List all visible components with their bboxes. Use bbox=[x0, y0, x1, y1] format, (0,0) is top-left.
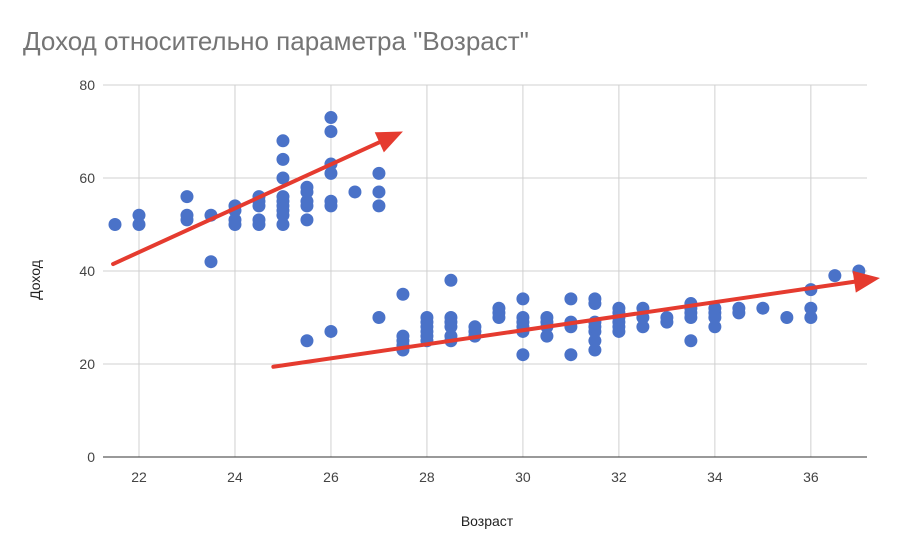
data-point bbox=[324, 125, 338, 138]
data-point bbox=[276, 190, 290, 204]
x-tick-label: 34 bbox=[707, 469, 723, 485]
data-point bbox=[780, 311, 794, 324]
data-point bbox=[324, 166, 338, 180]
x-tick-labels: 22 24 26 28 30 32 34 36 bbox=[131, 469, 819, 485]
data-point bbox=[564, 348, 578, 362]
x-tick-label: 26 bbox=[323, 469, 339, 485]
data-point bbox=[492, 301, 506, 315]
x-tick-label: 30 bbox=[515, 469, 531, 485]
data-point bbox=[276, 134, 290, 148]
data-point bbox=[516, 311, 530, 324]
data-point bbox=[396, 329, 410, 343]
x-tick-label: 24 bbox=[227, 469, 243, 485]
data-point bbox=[612, 301, 626, 315]
data-point bbox=[444, 273, 458, 287]
data-point bbox=[372, 311, 386, 324]
x-tick-label: 22 bbox=[131, 469, 147, 485]
data-point bbox=[348, 185, 362, 199]
annotations bbox=[111, 131, 880, 369]
x-tick-label: 36 bbox=[803, 469, 819, 485]
data-point bbox=[276, 171, 290, 185]
y-tick-label: 40 bbox=[79, 263, 95, 279]
y-tick-labels: 0 20 40 60 80 bbox=[79, 77, 95, 465]
data-point bbox=[300, 194, 314, 208]
data-point bbox=[276, 218, 290, 231]
data-point bbox=[324, 324, 338, 338]
data-point bbox=[732, 301, 746, 315]
data-point bbox=[300, 180, 314, 194]
data-point bbox=[204, 255, 218, 269]
data-point bbox=[804, 311, 818, 324]
trend-arrow-head bbox=[852, 270, 880, 293]
data-point bbox=[756, 301, 770, 315]
data-point bbox=[180, 190, 194, 204]
data-point bbox=[372, 185, 386, 199]
data-point bbox=[564, 292, 578, 306]
data-point bbox=[444, 311, 458, 324]
data-point bbox=[588, 292, 602, 306]
trend-arrow-line bbox=[111, 140, 382, 267]
data-point bbox=[276, 152, 290, 166]
y-axis-label: Доход bbox=[27, 260, 43, 300]
data-point bbox=[804, 301, 818, 315]
data-point bbox=[420, 311, 434, 324]
data-point bbox=[660, 311, 674, 324]
data-point bbox=[108, 218, 122, 231]
x-axis-label: Возраст bbox=[461, 513, 514, 529]
y-tick-label: 80 bbox=[79, 77, 95, 93]
data-point bbox=[588, 343, 602, 357]
data-point bbox=[300, 213, 314, 227]
data-point bbox=[468, 320, 482, 334]
data-point bbox=[396, 287, 410, 301]
chart-title: Доход относительно параметра "Возраст" bbox=[23, 26, 529, 56]
data-point bbox=[132, 208, 146, 222]
y-tick-label: 20 bbox=[79, 356, 95, 372]
data-point bbox=[516, 292, 530, 306]
x-tick-label: 28 bbox=[419, 469, 435, 485]
data-point bbox=[132, 218, 146, 231]
y-tick-label: 60 bbox=[79, 170, 95, 186]
data-point bbox=[300, 334, 314, 348]
data-point bbox=[684, 334, 698, 348]
data-point bbox=[708, 320, 722, 334]
trend-arrow-head bbox=[374, 131, 403, 153]
data-point bbox=[324, 111, 338, 125]
data-points bbox=[108, 111, 866, 362]
data-point bbox=[180, 208, 194, 222]
data-point bbox=[540, 311, 554, 324]
x-tick-label: 32 bbox=[611, 469, 627, 485]
data-point bbox=[636, 320, 650, 334]
data-point bbox=[228, 213, 242, 227]
data-point bbox=[252, 213, 266, 227]
data-point bbox=[540, 329, 554, 343]
data-point bbox=[324, 194, 338, 208]
data-point bbox=[372, 166, 386, 180]
data-point bbox=[516, 348, 530, 362]
data-point bbox=[708, 301, 722, 315]
trend-arrow-line bbox=[271, 279, 857, 369]
gridlines bbox=[103, 84, 867, 458]
data-point bbox=[372, 199, 386, 213]
data-point bbox=[828, 269, 842, 283]
data-point bbox=[588, 334, 602, 348]
y-tick-label: 0 bbox=[87, 449, 95, 465]
